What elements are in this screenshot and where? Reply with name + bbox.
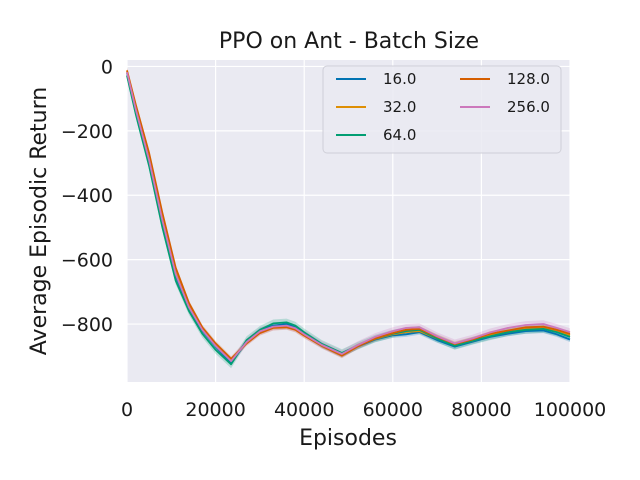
y-tick-label: −600 xyxy=(61,250,113,272)
y-tick-labels: 0 −200 −400 −600 −800 xyxy=(61,56,113,336)
y-tick-label: −400 xyxy=(61,185,113,207)
x-tick-label: 80000 xyxy=(451,399,511,421)
y-tick-label: −800 xyxy=(61,314,113,336)
y-axis-label: Average Episodic Return xyxy=(27,87,52,355)
x-tick-labels: 0 20000 40000 60000 80000 100000 xyxy=(121,399,606,421)
legend-box xyxy=(322,65,562,154)
y-tick-label: −200 xyxy=(61,121,113,143)
x-tick-label: 0 xyxy=(121,399,133,421)
legend-label-256.0: 256.0 xyxy=(507,98,550,116)
series-lines xyxy=(126,70,571,366)
x-axis-label: Episodes xyxy=(299,426,397,451)
x-tick-label: 40000 xyxy=(274,399,334,421)
x-tick-label: 60000 xyxy=(363,399,423,421)
legend-label-32.0: 32.0 xyxy=(383,98,416,116)
legend-label-128.0: 128.0 xyxy=(507,70,550,88)
legend-label-16.0: 16.0 xyxy=(383,70,416,88)
chart-title: PPO on Ant - Batch Size xyxy=(219,29,479,54)
grid xyxy=(126,60,571,382)
x-tick-label: 100000 xyxy=(534,399,607,421)
x-tick-label: 20000 xyxy=(185,399,245,421)
legend-label-64.0: 64.0 xyxy=(383,126,416,144)
y-tick-label: 0 xyxy=(101,56,113,78)
series-line-256.0 xyxy=(126,71,571,363)
legend: 16.0 32.0 64.0 128.0 256.0 xyxy=(322,65,562,154)
